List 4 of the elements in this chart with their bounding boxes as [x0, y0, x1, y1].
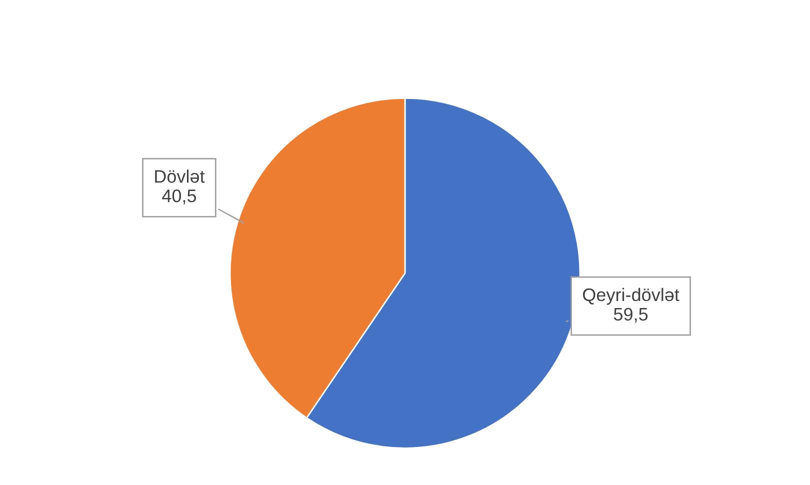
- data-label: 59,5: [614, 308, 648, 323]
- data-label: 40,5: [162, 189, 196, 204]
- slice-label: Qeyri-dövlət: [582, 288, 680, 305]
- slice-label: Dövlət: [155, 170, 205, 183]
